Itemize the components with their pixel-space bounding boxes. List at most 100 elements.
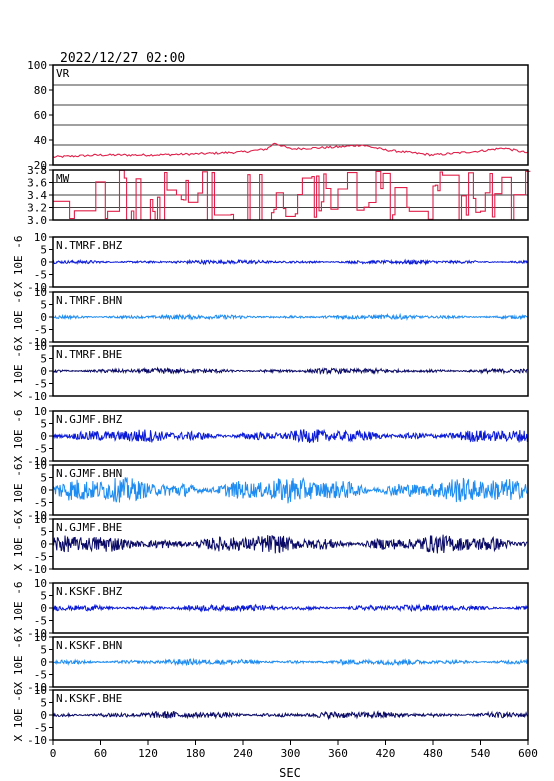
y-axis-label: X 10E -6 — [12, 464, 25, 517]
x-tick-label: 360 — [328, 747, 348, 760]
y-tick-label: 60 — [34, 109, 47, 122]
y-tick-label: 3.0 — [27, 214, 47, 227]
y-tick-label: 10 — [34, 340, 47, 353]
y-axis-label: X 10E -6 — [12, 236, 25, 289]
x-tick-label: 120 — [138, 747, 158, 760]
series-line — [52, 428, 528, 444]
x-tick-label: 480 — [423, 747, 443, 760]
x-tick-label: 240 — [233, 747, 253, 760]
y-tick-label: 10 — [34, 231, 47, 244]
y-tick-label: 0 — [40, 709, 47, 722]
y-tick-label: -10 — [27, 281, 47, 294]
y-tick-label: 5 — [40, 418, 47, 431]
panel-label: N.TMRF.BHN — [56, 294, 122, 307]
y-tick-label: 10 — [34, 631, 47, 644]
y-axis-label: X 10E -6 — [12, 636, 25, 689]
y-axis-label: X 10E -6 — [12, 689, 25, 742]
y-tick-label: -10 — [27, 390, 47, 403]
x-tick-label: 600 — [518, 747, 538, 760]
x-tick-label: 300 — [281, 747, 301, 760]
y-tick-label: 0 — [40, 656, 47, 669]
x-tick-label: 420 — [376, 747, 396, 760]
y-tick-label: 5 — [40, 244, 47, 257]
chart-title: 2022/12/27 02:00 — [60, 51, 185, 66]
y-tick-label: 40 — [34, 134, 47, 147]
y-tick-label: -10 — [27, 734, 47, 747]
panel-label: N.GJMF.BHN — [56, 467, 122, 480]
y-tick-label: -5 — [34, 669, 47, 682]
y-tick-label: 3.2 — [27, 202, 47, 215]
y-axis-label: X 10E -6 — [12, 518, 25, 571]
panel-label: VR — [56, 67, 70, 80]
y-tick-label: 5 — [40, 299, 47, 312]
y-tick-label: 3.8 — [27, 164, 47, 177]
y-tick-label: 10 — [34, 459, 47, 472]
y-tick-label: -5 — [34, 443, 47, 456]
y-tick-label: -5 — [34, 615, 47, 628]
y-tick-label: 0 — [40, 538, 47, 551]
y-tick-label: 10 — [34, 513, 47, 526]
y-tick-label: 5 — [40, 353, 47, 366]
panel-label: N.TMRF.BHE — [56, 348, 122, 361]
y-tick-label: 10 — [34, 577, 47, 590]
y-tick-label: 10 — [34, 684, 47, 697]
y-tick-label: 100 — [27, 59, 47, 72]
y-tick-label: 20 — [34, 159, 47, 172]
series-line — [52, 142, 529, 159]
y-tick-label: 0 — [40, 256, 47, 269]
y-tick-label: 3.4 — [27, 189, 47, 202]
panel-vr: VR 100 80 60 40 20 — [27, 59, 529, 172]
x-axis-label: SEC — [279, 766, 301, 780]
panels-group: VR10080604020MW3.83.63.43.23.0N.TMRF.BHZ… — [12, 59, 531, 747]
panel-label: N.KSKF.BHE — [56, 692, 122, 705]
series-line — [52, 603, 528, 613]
y-tick-label: 5 — [40, 526, 47, 539]
y-tick-label: -10 — [27, 509, 47, 522]
y-axis-label: X 10E -6 — [12, 410, 25, 463]
y-axis-label: X 10E -6 — [12, 582, 25, 635]
x-tick-label: 180 — [186, 747, 206, 760]
panel-label: N.GJMF.BHE — [56, 521, 122, 534]
y-tick-label: -5 — [34, 551, 47, 564]
y-tick-label: -10 — [27, 336, 47, 349]
panel-frame — [52, 64, 529, 166]
y-tick-label: 5 — [40, 697, 47, 710]
y-axis-label: X 10E -6 — [12, 291, 25, 344]
y-tick-label: 0 — [40, 311, 47, 324]
series-line — [52, 258, 528, 266]
series-line — [52, 710, 528, 721]
x-tick-label: 60 — [94, 747, 107, 760]
series-line — [52, 476, 528, 504]
y-tick-label: -5 — [34, 378, 47, 391]
y-tick-label: 0 — [40, 602, 47, 615]
y-tick-label: -5 — [34, 324, 47, 337]
panel-label: N.GJMF.BHZ — [56, 413, 123, 426]
y-tick-label: 0 — [40, 430, 47, 443]
series-line — [52, 366, 528, 376]
y-tick-label: -10 — [27, 455, 47, 468]
panel-label: N.KSKF.BHN — [56, 639, 122, 652]
x-axis: 0 60 120 180 240 300 360 420 480 540 600 — [50, 740, 538, 760]
y-axis-label: X 10E -6 — [12, 345, 25, 398]
y-tick-label: -10 — [27, 563, 47, 576]
y-tick-label: -5 — [34, 497, 47, 510]
panel-label: N.KSKF.BHZ — [56, 585, 123, 598]
x-tick-label: 540 — [471, 747, 491, 760]
x-tick-label: 0 — [50, 747, 57, 760]
y-tick-label: 0 — [40, 484, 47, 497]
y-tick-label: 5 — [40, 644, 47, 657]
y-tick-label: -5 — [34, 269, 47, 282]
y-tick-label: -10 — [27, 627, 47, 640]
y-tick-label: 3.6 — [27, 177, 47, 190]
y-tick-label: -5 — [34, 722, 47, 735]
series-line — [53, 169, 531, 221]
